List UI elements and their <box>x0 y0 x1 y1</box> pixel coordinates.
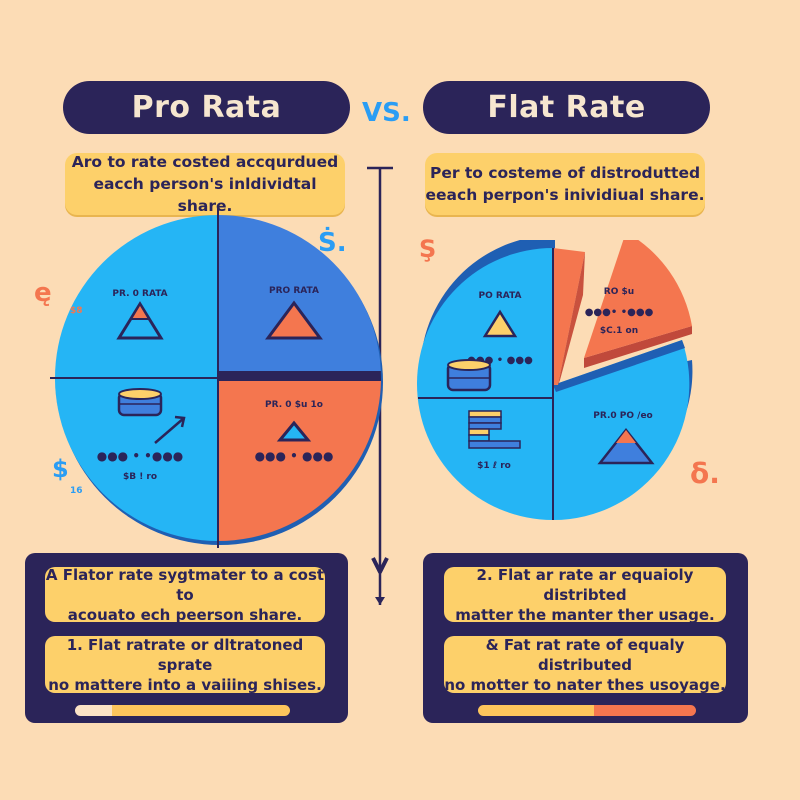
note-line: & Fat rat rate of equaly distributed <box>485 635 685 674</box>
pro-rata-title: Pro Rata <box>63 81 350 134</box>
pyramid-icon <box>116 301 164 340</box>
note-card: & Fat rat rate of equaly distributed no … <box>444 635 726 694</box>
slice-label: PR.0 PO /eo <box>593 411 652 421</box>
coin-stack-icon <box>446 359 492 392</box>
progress-bar <box>478 705 696 716</box>
progress-bar <box>75 705 290 716</box>
note-card: A Flator rate sygtmater to a cost to aco… <box>45 565 325 624</box>
triangle-icon <box>265 300 323 340</box>
flat-rate-title-text: Flat Rate <box>487 90 646 125</box>
slice-label: $1 ℓ ro <box>477 461 511 471</box>
triangle-icon <box>276 420 312 442</box>
flat-rate-notes-panel: 2. Flat ar rate ar equaioly distribted m… <box>423 553 748 723</box>
coin-stack-icon <box>117 388 163 417</box>
dollar-sign-icon: Ş <box>419 235 437 263</box>
slice-sublabel: $B ! ro <box>123 472 157 482</box>
dollar-sign-icon: Ṡ. <box>318 228 347 258</box>
caption-line: eeach perpon's inividiual share. <box>425 186 705 204</box>
slice-label: RO $u <box>604 287 634 297</box>
pro-rata-title-text: Pro Rata <box>131 90 282 125</box>
note-line: matter the manter ther usage. <box>455 605 715 624</box>
exploded-slice <box>584 240 692 368</box>
slice-value: ●●● • •●●● <box>97 449 184 463</box>
slice-value: ●●● • ●●● <box>467 355 533 366</box>
slice-label: PR. 0 $u 1o <box>265 400 323 410</box>
note-line: 1. Flat ratrate or dltratoned sprate <box>66 635 304 674</box>
progress-segment <box>593 705 696 716</box>
note-line: no mattere into a vaiiing shises. <box>48 675 322 694</box>
slice-amount: $C.1 on <box>600 326 638 336</box>
pyramid-icon <box>597 427 655 465</box>
currency-symbol-icon: ę <box>34 278 52 308</box>
slice-value: ●●● • ●●● <box>255 449 334 463</box>
flat-rate-title: Flat Rate <box>423 81 710 134</box>
dollar-sign-icon: δ. <box>690 457 720 490</box>
slice-label: PRO RATA <box>269 286 319 296</box>
caption-line: Per to costeme of distrodutted <box>429 164 701 182</box>
caption-line: Aro to rate costed accqurdued <box>71 153 339 171</box>
flat-rate-caption: Per to costeme of distrodutted eeach per… <box>425 153 705 215</box>
pro-rata-caption: Aro to rate costed accqurdued eacch pers… <box>65 153 345 215</box>
arrow-up-right-icon <box>154 415 186 444</box>
note-line: A Flator rate sygtmater to a cost to <box>45 565 325 604</box>
slice-bottom-right <box>553 340 690 521</box>
vs-label: VS. <box>362 98 411 128</box>
pro-rata-pie-chart: PR. 0 RATA PRO RATA ●●● • •●●● $B ! ro P… <box>50 208 383 548</box>
slice-label: PR. 0 RATA <box>112 289 167 299</box>
pro-rata-notes-panel: A Flator rate sygtmater to a cost to aco… <box>25 553 348 723</box>
decoration-value: 16 <box>70 486 83 496</box>
note-line: 2. Flat ar rate ar equaioly distribted <box>476 565 694 604</box>
decoration-value: $8 <box>70 306 83 316</box>
slice-label: PO RATA <box>479 291 522 301</box>
progress-segment <box>111 705 290 716</box>
slice-value: ●●●• •●●● <box>585 307 654 318</box>
progress-segment <box>478 705 594 716</box>
dollar-sign-icon: $ <box>52 455 69 483</box>
note-card: 1. Flat ratrate or dltratoned sprate no … <box>45 635 325 694</box>
note-card: 2. Flat ar rate ar equaioly distribted m… <box>444 565 726 624</box>
flat-rate-pie-chart: PO RATA ●●● • ●●● RO $u ●●●• •●●● $C.1 o… <box>417 240 693 521</box>
progress-segment <box>75 705 112 716</box>
triangle-icon <box>482 309 518 338</box>
slice-thin-orange <box>553 248 585 385</box>
note-line: no motter to nater thes usoyage. <box>444 675 726 694</box>
bar-stack-icon <box>468 410 521 449</box>
note-line: acouato ech peerson share. <box>67 605 303 624</box>
